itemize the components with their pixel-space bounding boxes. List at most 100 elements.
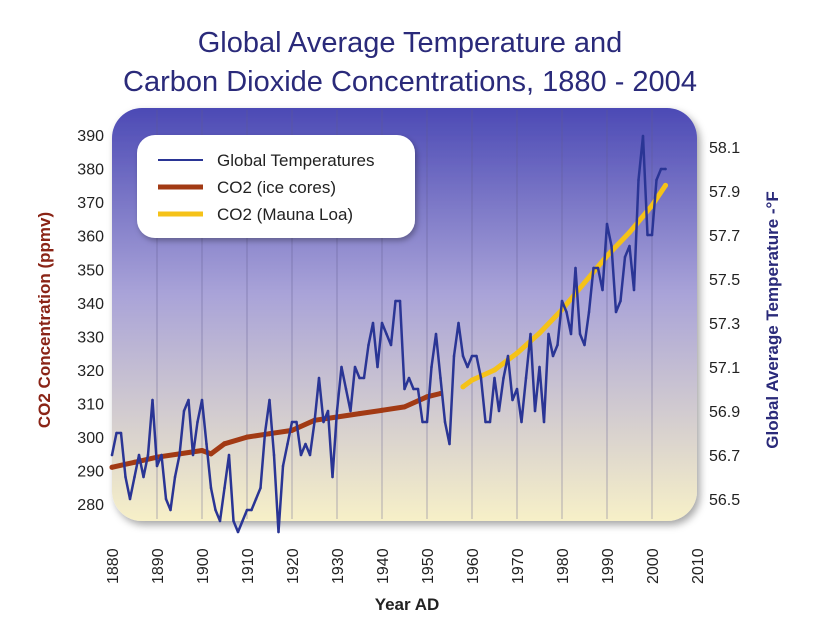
data-point-temperature bbox=[448, 442, 451, 446]
data-point-co2-mauna bbox=[469, 377, 475, 383]
legend-box bbox=[137, 135, 415, 238]
data-point-temperature bbox=[227, 453, 231, 457]
data-point-co2-ice bbox=[222, 441, 227, 447]
data-point-temperature bbox=[358, 376, 361, 380]
data-point-temperature bbox=[254, 497, 258, 501]
y-tick-label-left: 390 bbox=[77, 128, 104, 145]
data-point-temperature bbox=[533, 409, 537, 413]
data-point-co2-ice bbox=[267, 431, 272, 437]
x-tick-label: 2010 bbox=[690, 548, 707, 584]
x-tick-label: 1950 bbox=[420, 548, 437, 584]
data-point-temperature bbox=[623, 255, 627, 259]
data-point-temperature bbox=[628, 244, 631, 248]
data-point-temperature bbox=[578, 332, 582, 336]
data-point-temperature bbox=[268, 398, 271, 402]
data-point-temperature bbox=[223, 486, 226, 490]
chart-title-line1: Global Average Temperature and bbox=[198, 27, 623, 59]
data-point-temperature bbox=[331, 475, 334, 479]
y-tick-label-left: 290 bbox=[77, 464, 104, 481]
data-point-temperature bbox=[412, 387, 415, 391]
data-point-temperature bbox=[250, 508, 253, 512]
data-point-temperature bbox=[317, 376, 321, 380]
data-point-temperature bbox=[538, 365, 541, 369]
data-point-co2-ice bbox=[132, 459, 137, 465]
data-point-temperature bbox=[610, 244, 613, 248]
data-point-temperature bbox=[119, 431, 123, 435]
data-point-temperature bbox=[245, 508, 249, 512]
data-point-temperature bbox=[664, 167, 667, 171]
data-point-co2-mauna bbox=[537, 330, 542, 336]
x-tick-label: 1890 bbox=[150, 548, 167, 584]
data-point-temperature bbox=[524, 376, 528, 380]
data-point-temperature bbox=[146, 453, 150, 457]
y-tick-label-right: 57.5 bbox=[709, 272, 740, 289]
grid-lines bbox=[156, 110, 653, 519]
data-point-temperature bbox=[619, 299, 622, 303]
y-tick-label-right: 57.1 bbox=[709, 360, 740, 377]
data-point-temperature bbox=[295, 420, 298, 424]
data-point-temperature bbox=[502, 376, 505, 380]
y-tick-label-left: 320 bbox=[77, 363, 104, 380]
data-point-temperature bbox=[520, 420, 523, 424]
data-point-temperature bbox=[497, 409, 501, 413]
data-point-temperature bbox=[169, 508, 172, 512]
x-tick-label: 1990 bbox=[600, 548, 617, 584]
data-point-temperature bbox=[209, 486, 213, 490]
data-point-temperature bbox=[173, 475, 177, 479]
x-tick-label: 1960 bbox=[465, 548, 482, 584]
y-tick-label-left: 370 bbox=[77, 195, 104, 212]
legend-label-co2-ice: CO2 (ice cores) bbox=[217, 178, 336, 197]
data-point-co2-mauna bbox=[663, 182, 668, 188]
data-point-co2-ice bbox=[244, 434, 250, 440]
y-axis-right-label: Global Average Temperature -°F bbox=[763, 191, 782, 448]
x-tick-label: 1920 bbox=[285, 548, 302, 584]
data-point-temperature bbox=[592, 266, 595, 270]
data-point-temperature bbox=[115, 431, 118, 435]
data-point-co2-ice bbox=[199, 448, 205, 453]
data-point-co2-ice bbox=[402, 404, 407, 410]
data-point-temperature bbox=[133, 475, 136, 479]
data-point-temperature bbox=[407, 376, 411, 380]
data-point-temperature bbox=[191, 453, 195, 457]
data-point-temperature bbox=[277, 530, 280, 534]
data-point-temperature bbox=[637, 178, 640, 182]
data-point-temperature bbox=[160, 453, 163, 457]
y-tick-label-left: 360 bbox=[77, 229, 104, 246]
data-point-temperature bbox=[542, 420, 546, 424]
data-point-temperature bbox=[556, 343, 559, 347]
y-tick-label-left: 380 bbox=[77, 162, 104, 179]
data-point-temperature bbox=[457, 321, 460, 325]
data-point-temperature bbox=[232, 519, 235, 523]
data-point-temperature bbox=[164, 497, 168, 501]
data-point-temperature bbox=[506, 354, 510, 358]
data-point-temperature bbox=[137, 453, 141, 457]
y-tick-label-left: 310 bbox=[77, 397, 104, 414]
data-point-temperature bbox=[439, 376, 442, 380]
data-point-temperature bbox=[515, 387, 519, 391]
data-point-temperature bbox=[178, 453, 181, 457]
data-point-temperature bbox=[142, 475, 145, 479]
data-point-temperature bbox=[376, 365, 379, 369]
data-point-temperature bbox=[511, 398, 514, 402]
data-point-temperature bbox=[560, 299, 564, 303]
y-axis-left-label: CO2 Concentration (ppmv) bbox=[35, 212, 54, 428]
data-point-temperature bbox=[362, 376, 366, 380]
data-point-temperature bbox=[367, 343, 370, 347]
y-tick-label-left: 340 bbox=[77, 296, 104, 313]
data-point-temperature bbox=[313, 420, 316, 424]
y-tick-label-right: 56.5 bbox=[709, 492, 740, 509]
data-point-temperature bbox=[614, 310, 618, 314]
data-point-temperature bbox=[124, 475, 127, 479]
data-point-temperature bbox=[547, 332, 550, 336]
y-tick-label-left: 330 bbox=[77, 329, 104, 346]
data-point-temperature bbox=[583, 343, 586, 347]
data-point-temperature bbox=[218, 519, 222, 523]
x-tick-label: 2000 bbox=[645, 548, 662, 584]
data-point-temperature bbox=[335, 409, 339, 413]
data-point-temperature bbox=[416, 387, 420, 391]
data-point-temperature bbox=[650, 233, 654, 237]
data-point-temperature bbox=[529, 332, 532, 336]
series-line-temperature bbox=[110, 134, 667, 534]
